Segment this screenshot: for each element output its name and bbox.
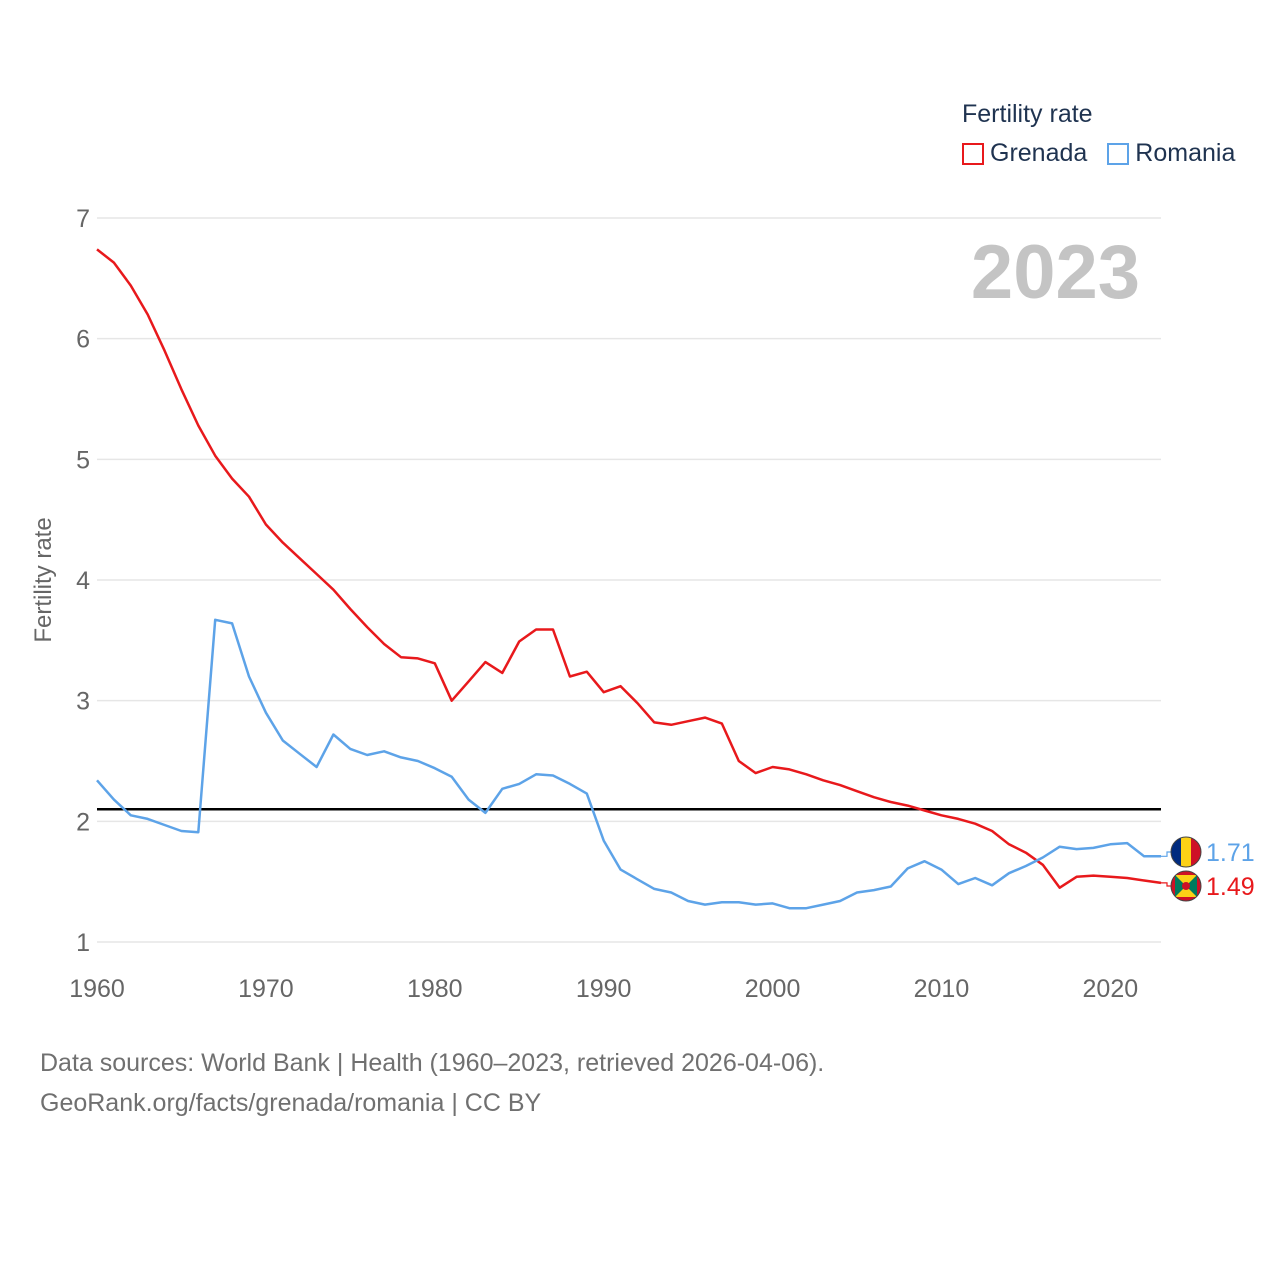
x-tick-label: 2020 [1083, 975, 1139, 1003]
x-tick-label: 1970 [238, 975, 294, 1003]
x-tick-label: 1990 [576, 975, 632, 1003]
flag-romania-icon [1171, 837, 1201, 867]
legend-swatch-grenada [962, 142, 984, 165]
y-axis-ticks: 1 2 3 4 5 6 7 [76, 205, 90, 957]
x-tick-label: 2010 [914, 975, 970, 1003]
y-tick-label: 1 [76, 929, 90, 957]
series-line-romania [96, 618, 1161, 910]
x-tick-label: 1960 [69, 975, 125, 1003]
x-axis-ticks: 1960 1970 1980 1990 2000 2010 2020 [69, 975, 1138, 1003]
end-value-label-grenada: 1.49 [1206, 873, 1255, 901]
end-marker-grenada: 1.49 [1161, 870, 1255, 902]
legend-item-grenada[interactable]: Grenada [962, 139, 1087, 168]
y-tick-label: 6 [76, 326, 90, 354]
legend-item-romania[interactable]: Romania [1107, 139, 1235, 168]
end-value-label-romania: 1.71 [1206, 839, 1255, 867]
series-layer [96, 248, 1162, 910]
y-tick-label: 3 [76, 688, 90, 716]
end-marker-romania: 1.71 [1161, 836, 1255, 868]
x-tick-label: 2000 [745, 975, 801, 1003]
y-tick-label: 7 [76, 205, 90, 233]
source-link[interactable]: GeoRank.org/facts/grenada/romania | CC B… [40, 1089, 542, 1117]
legend-label-grenada: Grenada [990, 139, 1088, 167]
y-tick-label: 5 [76, 446, 90, 474]
end-markers: 1.49 1.71 [1161, 836, 1255, 902]
legend-swatch-romania [1107, 142, 1130, 165]
legend-title: Fertility rate [962, 100, 1093, 128]
footer: Data sources: World Bank | Health (1960–… [40, 1043, 824, 1123]
data-sources-note: Data sources: World Bank | Health (1960–… [40, 1049, 825, 1077]
legend-label-romania: Romania [1135, 139, 1236, 167]
end-connector [1161, 851, 1171, 857]
legend-items: Grenada Romania [962, 139, 1255, 168]
y-tick-label: 4 [76, 567, 90, 595]
y-tick-label: 2 [76, 808, 90, 836]
series-line-grenada [96, 248, 1162, 889]
end-connector [1161, 882, 1171, 887]
x-tick-label: 1980 [407, 975, 463, 1003]
legend: Fertility rate Grenada Romania [962, 100, 1255, 168]
flag-grenada-icon [1171, 871, 1201, 901]
year-label: 2023 [971, 230, 1140, 315]
gridlines [97, 217, 1161, 943]
y-axis-title: Fertility rate [30, 517, 57, 642]
